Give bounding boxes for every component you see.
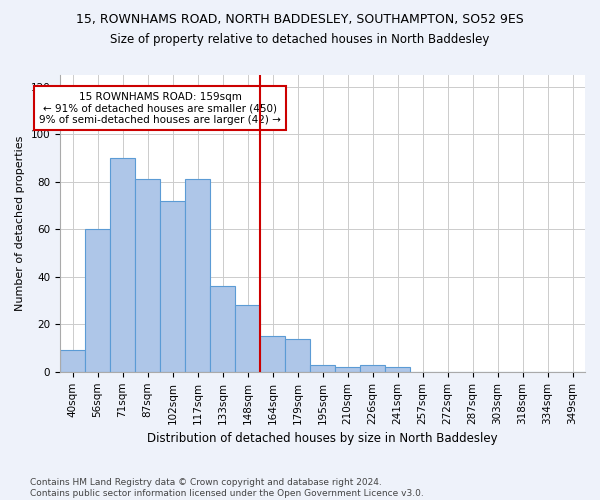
Bar: [235, 306, 260, 372]
Bar: [335, 367, 360, 372]
Bar: [210, 286, 235, 372]
Bar: [110, 158, 135, 372]
Bar: [85, 230, 110, 372]
Bar: [160, 201, 185, 372]
Text: 15, ROWNHAMS ROAD, NORTH BADDESLEY, SOUTHAMPTON, SO52 9ES: 15, ROWNHAMS ROAD, NORTH BADDESLEY, SOUT…: [76, 12, 524, 26]
Bar: [135, 180, 160, 372]
Bar: [385, 367, 410, 372]
X-axis label: Distribution of detached houses by size in North Baddesley: Distribution of detached houses by size …: [147, 432, 498, 445]
Bar: [360, 364, 385, 372]
Bar: [285, 338, 310, 372]
Bar: [310, 364, 335, 372]
Bar: [260, 336, 285, 372]
Bar: [185, 180, 210, 372]
Y-axis label: Number of detached properties: Number of detached properties: [15, 136, 25, 311]
Text: Contains HM Land Registry data © Crown copyright and database right 2024.
Contai: Contains HM Land Registry data © Crown c…: [30, 478, 424, 498]
Text: Size of property relative to detached houses in North Baddesley: Size of property relative to detached ho…: [110, 32, 490, 46]
Bar: [60, 350, 85, 372]
Text: 15 ROWNHAMS ROAD: 159sqm
← 91% of detached houses are smaller (450)
9% of semi-d: 15 ROWNHAMS ROAD: 159sqm ← 91% of detach…: [39, 92, 281, 125]
